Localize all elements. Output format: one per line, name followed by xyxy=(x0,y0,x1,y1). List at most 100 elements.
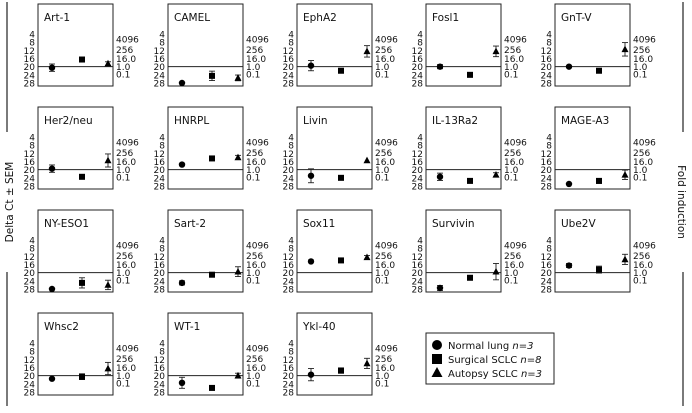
right-tick-label: 256 xyxy=(116,355,133,365)
left-tick-label: 28 xyxy=(412,183,424,193)
panel-frame xyxy=(425,209,502,293)
left-tick-label: 4 xyxy=(29,340,35,350)
right-tick-label: 4096 xyxy=(504,36,527,46)
right-tick-label: 16.0 xyxy=(504,261,524,271)
marker-normal-lung xyxy=(565,262,573,269)
right-tick-label: 0.1 xyxy=(504,173,518,183)
right-tick-label: 256 xyxy=(375,355,392,365)
right-tick-label: 256 xyxy=(504,46,521,56)
marker-autopsy-sclc xyxy=(621,170,629,178)
left-tick-label: 8 xyxy=(288,39,294,49)
right-tick-label: 0.1 xyxy=(633,70,647,80)
left-tick-label: 28 xyxy=(283,389,295,399)
right-tick-label: 16.0 xyxy=(375,364,395,374)
right-tick-label: 1.0 xyxy=(375,372,390,382)
marker-surgical-sclc xyxy=(209,155,215,162)
left-tick-label: 8 xyxy=(417,142,423,152)
left-tick-label: 24 xyxy=(24,71,36,81)
left-tick-label: 28 xyxy=(154,286,166,296)
marker-normal-lung xyxy=(48,165,56,172)
marker-surgical-sclc xyxy=(79,56,85,63)
left-tick-label: 16 xyxy=(412,261,424,271)
left-tick-label: 12 xyxy=(154,150,165,160)
left-tick-label: 20 xyxy=(283,166,295,176)
right-tick-label: 0.1 xyxy=(116,173,130,183)
left-tick-label: 12 xyxy=(412,150,423,160)
panel-frame xyxy=(37,3,114,87)
right-tick-label: 0.1 xyxy=(504,276,518,286)
left-tick-label: 4 xyxy=(417,237,423,247)
right-tick-label: 0.1 xyxy=(116,379,130,389)
left-tick-label: 16 xyxy=(283,364,295,374)
marker-surgical-sclc xyxy=(338,367,344,374)
left-tick-label: 28 xyxy=(24,183,36,193)
marker-autopsy-sclc xyxy=(104,59,112,67)
marker-normal-lung xyxy=(48,64,56,71)
right-tick-label: 0.1 xyxy=(504,70,518,80)
left-tick-label: 20 xyxy=(154,63,166,73)
right-tick-label: 16.0 xyxy=(116,364,136,374)
right-tick-label: 16.0 xyxy=(116,261,136,271)
panel-title: IL-13Ra2 xyxy=(432,115,478,127)
panel-title: Art-1 xyxy=(44,12,70,24)
panel-frame xyxy=(37,106,114,190)
left-tick-label: 8 xyxy=(417,245,423,255)
left-tick-label: 20 xyxy=(283,372,295,382)
right-tick-label: 4096 xyxy=(375,139,398,149)
left-tick-label: 12 xyxy=(283,253,294,263)
right-tick-label: 1.0 xyxy=(246,166,261,176)
left-tick-label: 12 xyxy=(24,150,35,160)
left-tick-label: 16 xyxy=(24,364,36,374)
right-tick-label: 0.1 xyxy=(246,276,260,286)
right-tick-label: 0.1 xyxy=(246,70,260,80)
right-tick-label: 16.0 xyxy=(504,55,524,65)
right-tick-label: 16.0 xyxy=(246,364,266,374)
right-tick-label: 4096 xyxy=(504,242,527,252)
right-tick-label: 16.0 xyxy=(633,158,653,168)
left-tick-label: 28 xyxy=(24,286,36,296)
left-tick-label: 4 xyxy=(288,340,294,350)
marker-autopsy-sclc xyxy=(104,364,112,372)
left-tick-label: 16 xyxy=(541,261,553,271)
left-tick-label: 20 xyxy=(154,372,166,382)
marker-autopsy-sclc xyxy=(621,255,629,263)
left-tick-label: 20 xyxy=(412,63,424,73)
left-tick-label: 28 xyxy=(541,286,553,296)
right-tick-label: 1.0 xyxy=(375,63,390,73)
right-tick-label: 1.0 xyxy=(116,372,131,382)
panel-frame xyxy=(167,3,244,87)
right-tick-label: 4096 xyxy=(633,242,656,252)
panel-title: Ube2V xyxy=(561,218,596,230)
left-tick-label: 28 xyxy=(24,80,36,90)
marker-surgical-sclc xyxy=(338,257,344,264)
left-tick-label: 8 xyxy=(417,39,423,49)
right-tick-label: 0.1 xyxy=(116,276,130,286)
right-tick-label: 0.1 xyxy=(633,276,647,286)
left-tick-label: 24 xyxy=(541,277,553,287)
left-tick-label: 24 xyxy=(283,380,295,390)
right-tick-label: 4096 xyxy=(116,242,139,252)
marker-surgical-sclc xyxy=(209,72,215,79)
right-tick-label: 0.1 xyxy=(116,70,130,80)
legend-label-normal: Normal lung n=3 xyxy=(448,341,533,352)
left-tick-label: 4 xyxy=(159,237,165,247)
left-tick-label: 24 xyxy=(412,71,424,81)
right-tick-label: 4096 xyxy=(375,242,398,252)
right-tick-label: 256 xyxy=(375,149,392,159)
right-tick-label: 256 xyxy=(246,252,263,262)
right-tick-label: 1.0 xyxy=(246,269,261,279)
right-tick-label: 4096 xyxy=(116,139,139,149)
legend-label-surgical: Surgical SCLC n=8 xyxy=(448,355,542,366)
left-tick-label: 4 xyxy=(29,134,35,144)
left-tick-label: 24 xyxy=(154,277,166,287)
left-tick-label: 4 xyxy=(159,134,165,144)
left-tick-label: 28 xyxy=(283,183,295,193)
left-tick-label: 20 xyxy=(412,269,424,279)
left-tick-label: 20 xyxy=(24,269,36,279)
marker-surgical-sclc xyxy=(209,271,215,278)
left-tick-label: 28 xyxy=(154,183,166,193)
